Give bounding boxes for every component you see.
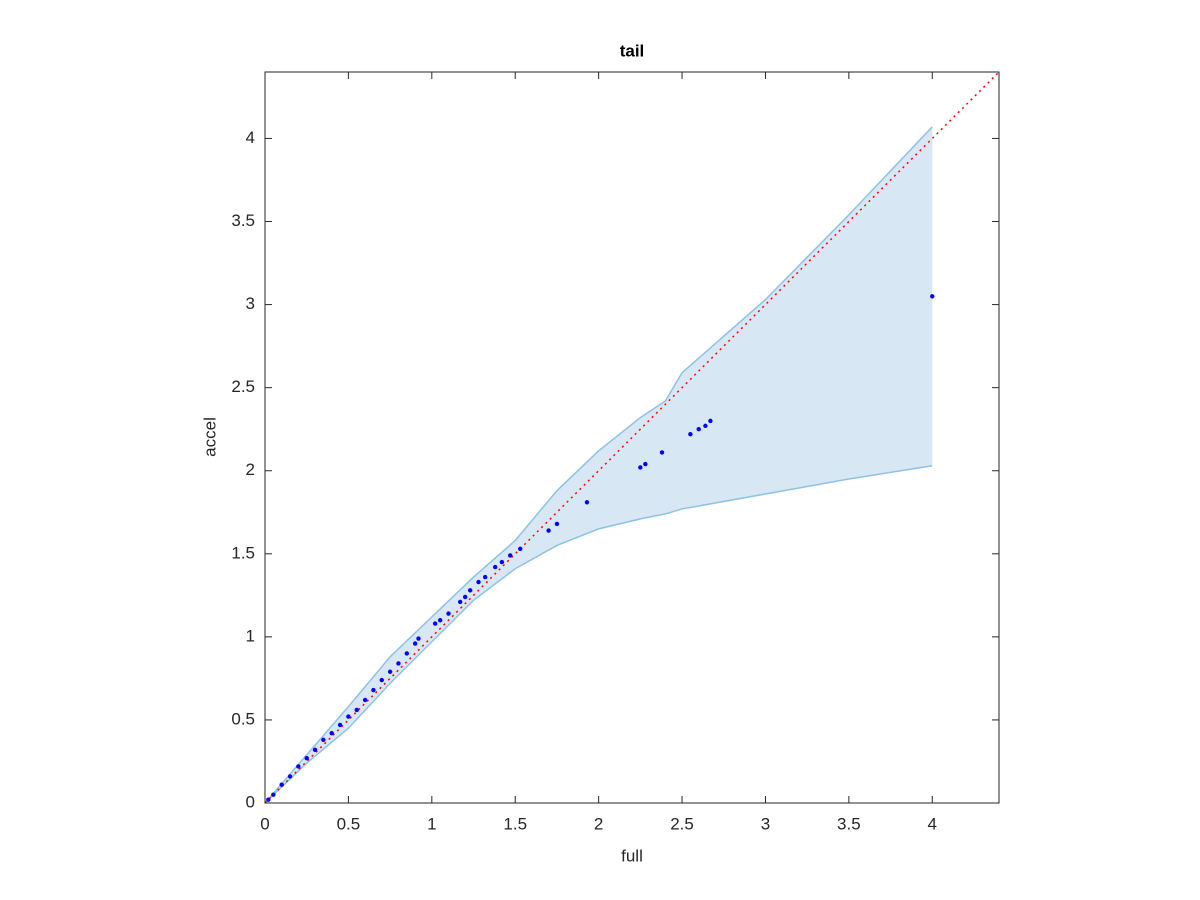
data-point [467,588,473,593]
y-tick-label: 2 [246,460,255,479]
data-point [416,636,421,641]
x-tick-label: 4 [928,814,937,833]
data-point [304,755,309,761]
data-point [659,450,665,455]
data-point [354,707,359,713]
y-tick-label: 3.5 [231,211,255,230]
x-tick-label: 0.5 [337,814,361,833]
data-point [446,611,451,616]
y-tick-label: 0 [246,792,255,811]
data-point [266,797,271,802]
x-tick-label: 2 [594,814,603,833]
data-point [462,594,468,600]
y-axis-label: accel [200,417,219,457]
data-point [708,418,713,424]
data-point [321,737,326,743]
data-point [476,579,481,585]
data-point [371,687,376,693]
band-edge-lower [264,465,933,804]
data-point [483,574,488,580]
data-point [329,731,334,736]
x-tick-label: 1 [427,814,436,833]
data-point [404,651,409,656]
data-point [638,465,643,470]
data-point [437,618,443,623]
data-point [279,782,284,787]
data-point [379,677,384,683]
data-point [930,294,935,299]
data-point [412,641,418,646]
axes-box [264,71,1000,804]
data-point [688,431,693,437]
data-point [362,697,368,703]
band-edge-upper [264,126,933,804]
y-tick-label: 2.5 [231,377,255,396]
data-point [518,546,523,552]
y-tick-label: 3 [246,294,255,313]
data-point [696,426,701,432]
data-point [312,747,318,753]
x-axis-label: full [621,846,643,865]
data-point [287,774,293,779]
data-point [508,553,513,558]
data-point [554,521,560,527]
data-point [584,500,590,505]
data-point [296,764,301,769]
x-tick-label: 2.5 [670,814,694,833]
x-tick-label: 3.5 [837,814,861,833]
reference-line [264,71,1000,804]
data-point [457,599,463,605]
chart-title: tail [620,41,645,60]
data-point [493,564,498,570]
data-point [271,792,276,797]
data-point [499,559,505,565]
data-point [546,528,551,533]
band-area [265,126,933,803]
data-point [396,661,401,666]
x-tick-label: 0 [260,814,269,833]
data-point [643,461,648,467]
data-point [387,669,393,674]
x-tick-label: 3 [761,814,770,833]
y-tick-label: 4 [246,128,255,147]
y-tick-label: 0.5 [231,709,255,728]
data-point [337,722,343,728]
x-tick-label: 1.5 [503,814,527,833]
data-point [346,714,351,719]
y-tick-label: 1 [246,626,255,645]
y-tick-label: 1.5 [231,543,255,562]
data-point [703,423,708,429]
data-point [432,621,438,626]
